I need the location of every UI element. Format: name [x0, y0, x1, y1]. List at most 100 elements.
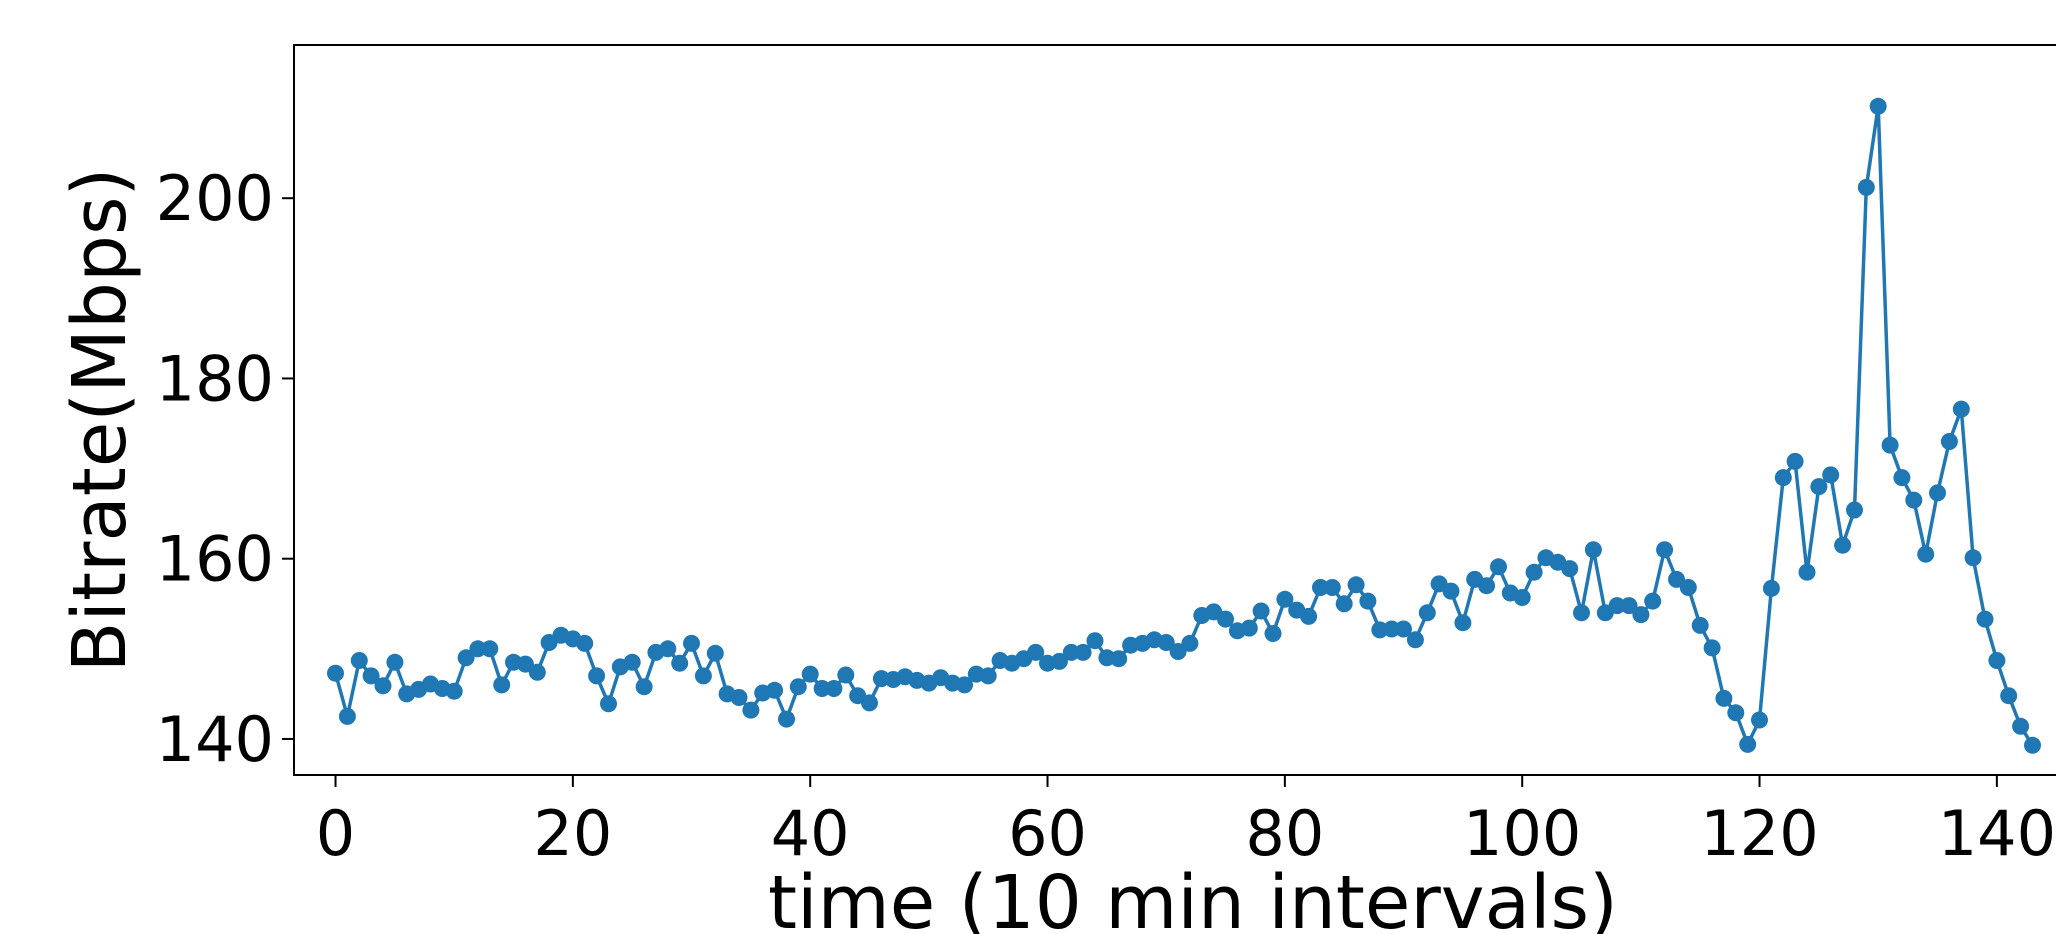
- data-point: [1679, 579, 1697, 596]
- data-point: [659, 640, 677, 658]
- data-point: [1869, 97, 1887, 115]
- data-point: [1347, 576, 1365, 594]
- data-point: [1608, 597, 1626, 615]
- data-point: [1727, 704, 1745, 722]
- data-point: [1264, 625, 1282, 642]
- data-point: [1252, 602, 1270, 620]
- data-point: [1418, 604, 1436, 622]
- data-point: [1406, 631, 1424, 649]
- data-point: [1312, 579, 1329, 596]
- data-point: [979, 667, 997, 685]
- data-point: [327, 664, 344, 682]
- data-point: [1323, 579, 1341, 596]
- data-point: [2012, 717, 2030, 735]
- x-tick-label: 40: [771, 797, 850, 870]
- y-tick-label: 140: [156, 703, 274, 776]
- data-point: [1940, 433, 1958, 450]
- data-point: [528, 663, 546, 681]
- x-tick-label: 80: [1245, 797, 1324, 870]
- data-point: [1478, 577, 1496, 595]
- data-point: [1632, 606, 1650, 624]
- data-point: [801, 665, 819, 683]
- data-point: [1525, 563, 1543, 581]
- x-tick-label: 100: [1463, 797, 1581, 870]
- data-point: [766, 681, 784, 699]
- data-point: [623, 653, 641, 671]
- x-tick-label: 0: [316, 797, 355, 870]
- data-point: [1822, 466, 1840, 484]
- y-tick-label: 200: [156, 162, 274, 235]
- data-point: [1490, 558, 1507, 576]
- data-point: [1300, 607, 1318, 625]
- data-point: [861, 694, 878, 712]
- data-point: [1893, 469, 1911, 487]
- data-point: [1240, 619, 1258, 637]
- x-tick-label: 140: [1938, 797, 2056, 870]
- data-point: [730, 689, 748, 706]
- data-point: [469, 640, 487, 658]
- data-point: [706, 644, 724, 662]
- data-point: [1786, 452, 1804, 470]
- data-point: [1050, 652, 1068, 670]
- data-point: [1751, 711, 1768, 729]
- data-point: [778, 710, 795, 728]
- data-point: [1976, 610, 1994, 628]
- x-tick-label: 20: [533, 797, 612, 870]
- data-point: [1881, 436, 1899, 454]
- data-point: [1703, 639, 1721, 657]
- data-point: [1027, 643, 1045, 661]
- data-point: [1644, 592, 1662, 610]
- data-point: [445, 682, 463, 700]
- data-point: [516, 655, 534, 673]
- data-point: [1359, 592, 1377, 610]
- data-point: [694, 667, 712, 685]
- data-point: [1110, 650, 1128, 668]
- data-point: [600, 695, 617, 713]
- data-point: [742, 701, 760, 719]
- data-point: [1383, 620, 1401, 638]
- data-point: [338, 707, 356, 725]
- data-point: [1739, 735, 1757, 753]
- data-point: [837, 666, 855, 684]
- data-point: [683, 634, 700, 652]
- data-point: [588, 667, 606, 685]
- data-point: [825, 680, 843, 697]
- y-tick-label: 180: [156, 342, 274, 415]
- data-point: [350, 652, 368, 669]
- data-point: [1074, 643, 1092, 661]
- data-point: [1181, 634, 1199, 652]
- data-point: [1691, 616, 1709, 634]
- data-point: [493, 676, 511, 694]
- data-point: [374, 677, 392, 695]
- data-point: [635, 678, 653, 696]
- bitrate-series-markers: [327, 97, 2041, 754]
- x-axis-ticks: 0 20 40 60 80 100 120 140: [316, 775, 2056, 870]
- data-point: [956, 676, 973, 694]
- data-point: [1513, 589, 1531, 606]
- data-point: [813, 680, 831, 697]
- data-point: [1573, 604, 1590, 622]
- data-point: [1276, 590, 1294, 608]
- data-point: [1917, 545, 1935, 563]
- data-point: [1062, 643, 1080, 661]
- data-point: [789, 678, 807, 696]
- data-point: [1798, 563, 1816, 581]
- data-point: [2024, 736, 2041, 754]
- data-point: [1905, 491, 1923, 509]
- data-point: [1442, 582, 1460, 600]
- data-point: [1454, 614, 1472, 632]
- data-point: [1774, 469, 1792, 487]
- data-point: [1810, 478, 1828, 496]
- plot-area-frame: [293, 44, 2056, 776]
- data-point: [386, 653, 404, 671]
- data-point: [1857, 178, 1875, 196]
- data-point: [1335, 595, 1353, 613]
- data-point: [1561, 560, 1579, 578]
- y-axis-label: Bitrate(Mbps): [57, 168, 143, 673]
- data-point: [1929, 484, 1946, 502]
- data-point: [1584, 541, 1602, 559]
- data-point: [1988, 652, 2006, 669]
- data-point: [2000, 687, 2018, 705]
- data-point: [1964, 549, 1982, 567]
